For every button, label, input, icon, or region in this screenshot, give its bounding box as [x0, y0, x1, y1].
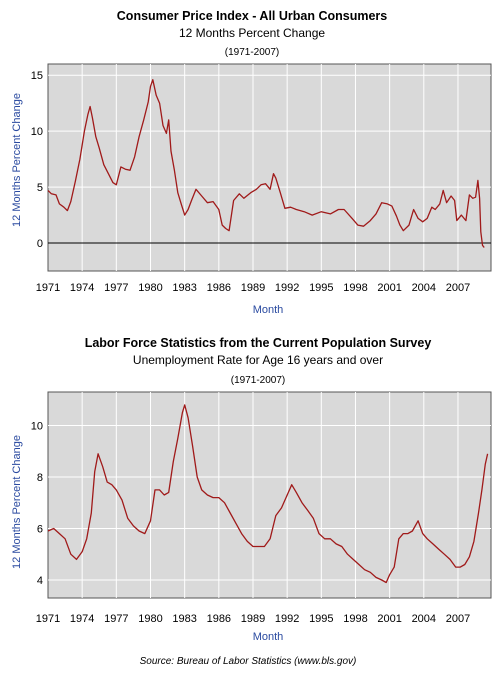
- unemployment-x-tick-label: 2004: [412, 613, 436, 625]
- unemployment-y-tick-label: 10: [31, 420, 43, 432]
- cpi-x-tick-label: 1980: [138, 282, 162, 294]
- unemployment-y-tick-label: 6: [37, 523, 43, 535]
- unemployment-x-tick-label: 2001: [377, 613, 401, 625]
- cpi-x-tick-label: 2004: [412, 282, 436, 294]
- cpi-y-axis-label: 12 Months Percent Change: [11, 93, 23, 227]
- unemployment-y-tick-label: 8: [37, 472, 43, 484]
- cpi-chart-subtitle: 12 Months Percent Change: [179, 26, 325, 40]
- cpi-x-tick-label: 1983: [172, 282, 196, 294]
- cpi-y-tick-label: 10: [31, 126, 43, 138]
- unemployment-chart: 1971 1974 1977 1980 1983 1986 1989 1992 1995 1998…: [31, 391, 492, 625]
- unemployment-x-tick-label: 1980: [138, 613, 162, 625]
- source-note: Source: Bureau of Labor Statistics (www.…: [140, 656, 357, 667]
- cpi-chart: 1971 1974 1977 1980 1983 1986 1989 1992 1995 1998…: [31, 63, 492, 294]
- cpi-x-tick-label: 1971: [36, 282, 60, 294]
- unemployment-plot-area: [47, 391, 492, 599]
- unemployment-x-tick-label: 1995: [309, 613, 333, 625]
- unemployment-x-tick-label: 1992: [275, 613, 299, 625]
- cpi-x-tick-label: 1986: [207, 282, 231, 294]
- cpi-x-tick-label: 1995: [309, 282, 333, 294]
- cpi-plot-area: [47, 63, 492, 272]
- cpi-y-tick-label: 15: [31, 70, 43, 82]
- unemployment-chart-subtitle: Unemployment Rate for Age 16 years and o…: [133, 353, 383, 367]
- cpi-chart-period: (1971-2007): [225, 47, 279, 58]
- cpi-x-tick-label: 1998: [343, 282, 367, 294]
- unemployment-chart-period: (1971-2007): [231, 375, 285, 386]
- unemployment-x-axis-label: Month: [253, 631, 284, 643]
- cpi-x-tick-label: 1974: [70, 282, 94, 294]
- cpi-x-axis-label: Month: [253, 304, 284, 316]
- unemployment-x-tick-label: 1977: [104, 613, 128, 625]
- unemployment-y-axis-label: 12 Months Percent Change: [11, 435, 23, 569]
- unemployment-x-tick-label: 1989: [241, 613, 265, 625]
- unemployment-x-tick-label: 1983: [172, 613, 196, 625]
- cpi-y-tick-label: 5: [37, 182, 43, 194]
- cpi-x-tick-label: 2001: [377, 282, 401, 294]
- cpi-x-tick-label: 1977: [104, 282, 128, 294]
- unemployment-chart-title: Labor Force Statistics from the Current …: [85, 336, 432, 350]
- unemployment-x-tick-label: 1998: [343, 613, 367, 625]
- cpi-x-tick-label: 1989: [241, 282, 265, 294]
- cpi-y-tick-label: 0: [37, 238, 43, 250]
- unemployment-x-tick-label: 1986: [207, 613, 231, 625]
- cpi-x-tick-label: 2007: [446, 282, 470, 294]
- cpi-x-tick-label: 1992: [275, 282, 299, 294]
- cpi-chart-title: Consumer Price Index - All Urban Consume…: [117, 9, 387, 23]
- unemployment-y-tick-label: 4: [37, 575, 43, 587]
- unemployment-series-line: [47, 404, 489, 584]
- cpi-series-line: [47, 79, 485, 248]
- unemployment-x-tick-label: 2007: [446, 613, 470, 625]
- unemployment-x-tick-label: 1974: [70, 613, 94, 625]
- unemployment-x-tick-label: 1971: [36, 613, 60, 625]
